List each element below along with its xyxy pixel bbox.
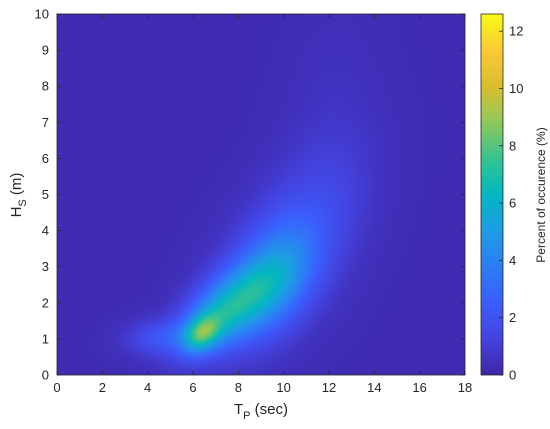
colorbar-tick-label: 6 xyxy=(509,196,516,211)
x-tick-label: 14 xyxy=(367,380,381,395)
colorbar-tick-label: 0 xyxy=(509,368,516,383)
x-tick-label: 12 xyxy=(322,380,336,395)
colorbar-title: Percent of occurence (%) xyxy=(534,127,548,262)
y-tick-label: 4 xyxy=(42,223,49,238)
colorbar: 0 2 4 6 8 10 12 Percent of occurence (%) xyxy=(480,13,548,383)
y-tick-label: 2 xyxy=(42,295,49,310)
x-tick-label: 8 xyxy=(235,380,242,395)
y-tick-label: 0 xyxy=(42,368,49,383)
colorbar-tick-label: 2 xyxy=(509,310,516,325)
y-tick-label: 5 xyxy=(42,187,49,202)
y-tick-label: 3 xyxy=(42,259,49,274)
colorbar-tick-label: 8 xyxy=(509,138,516,153)
x-axis-title: TP (sec) xyxy=(234,401,288,422)
y-tick-label: 8 xyxy=(42,79,49,94)
y-tick-label: 10 xyxy=(35,7,49,22)
colorbar-gradient xyxy=(480,13,504,376)
colorbar-tick-label: 10 xyxy=(509,81,523,96)
y-tick-label: 9 xyxy=(42,43,49,58)
x-tick-label: 4 xyxy=(144,380,151,395)
y-tick-label: 7 xyxy=(42,115,49,130)
y-tick-label: 6 xyxy=(42,151,49,166)
x-tick-label: 18 xyxy=(458,380,472,395)
colorbar-ticks: 0 2 4 6 8 10 12 xyxy=(499,24,523,383)
x-tick-label: 10 xyxy=(276,380,290,395)
x-tick-label: 2 xyxy=(99,380,106,395)
colorbar-tick-label: 4 xyxy=(509,253,516,268)
x-tick-label: 6 xyxy=(189,380,196,395)
x-tick-label: 16 xyxy=(412,380,426,395)
y-axis-title: HS (m) xyxy=(8,173,29,218)
x-axis-ticks: 0 2 4 6 8 10 12 14 16 18 xyxy=(53,14,472,395)
x-tick-label: 0 xyxy=(53,380,60,395)
colorbar-tick-label: 12 xyxy=(509,24,523,39)
y-tick-label: 1 xyxy=(42,331,49,346)
y-axis-ticks: 0 1 2 3 4 5 6 7 8 9 10 xyxy=(35,7,465,383)
heatmap-surface xyxy=(57,14,465,375)
